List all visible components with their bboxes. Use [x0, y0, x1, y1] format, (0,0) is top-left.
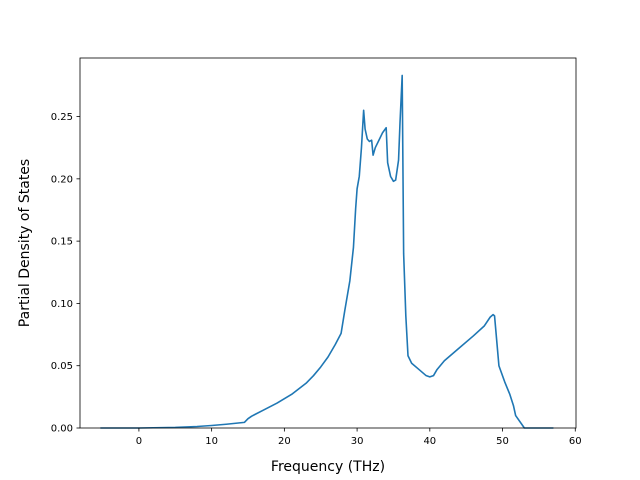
y-tick-label: 0.10	[51, 299, 73, 310]
y-tick-label: 0.25	[51, 112, 73, 123]
y-axis-title: Partial Density of States	[17, 159, 33, 327]
x-tick-label: 40	[423, 436, 436, 447]
data-layer	[100, 74, 554, 429]
x-tick-label: 10	[205, 436, 218, 447]
x-tick-label: 60	[569, 436, 582, 447]
x-axis-title: Frequency (THz)	[271, 459, 385, 475]
x-tick-label: 50	[496, 436, 509, 447]
plot-area	[80, 58, 576, 428]
y-tick-label: 0.00	[51, 424, 73, 435]
y-tick-label: 0.05	[51, 361, 73, 372]
plot-frame	[79, 57, 577, 429]
axes-layer: 0 10 20 30 40 50 60 0.00 0.05 0.10 0.15 0.20 0.25	[51, 112, 582, 447]
y-tick-label: 0.15	[51, 237, 73, 248]
series-line	[100, 74, 554, 429]
y-tick-label: 0.20	[51, 174, 73, 185]
x-tick-label: 30	[351, 436, 364, 447]
x-tick-label: 0	[136, 436, 142, 447]
x-tick-label: 20	[278, 436, 291, 447]
